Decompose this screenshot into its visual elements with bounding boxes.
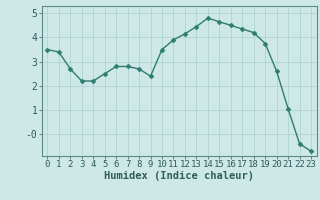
X-axis label: Humidex (Indice chaleur): Humidex (Indice chaleur) — [104, 171, 254, 181]
